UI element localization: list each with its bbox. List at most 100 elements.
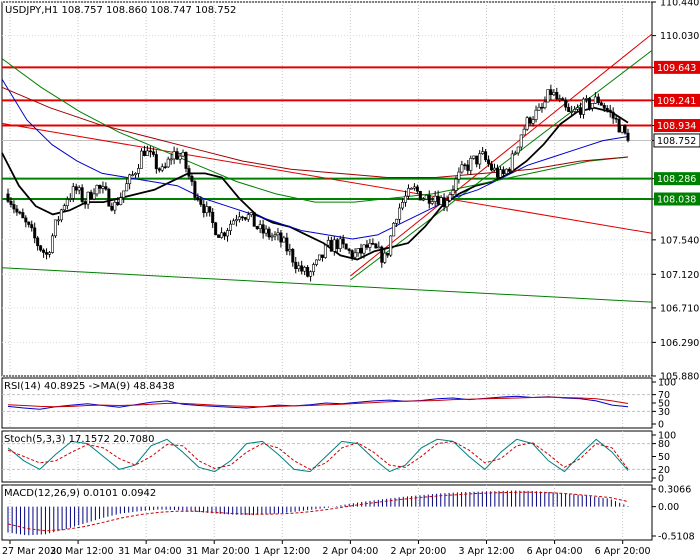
level-tag-text: 109.643 (657, 63, 696, 74)
candle-bear (436, 195, 440, 205)
level-price-tags: 109.643 109.241 108.934 108.286 108.038 108.7… (653, 60, 700, 206)
candle-bear (202, 204, 206, 214)
price-tick-label: 107.120 (660, 270, 699, 281)
candle-bull (513, 152, 517, 155)
panel-frame-3 (1, 484, 653, 541)
candle-bull (519, 134, 523, 148)
osc-tick-label: 0 (658, 420, 664, 431)
candle-bear (12, 204, 16, 210)
candle-bull (534, 109, 538, 120)
candle-bull (570, 111, 574, 113)
osc-series-0 (7, 395, 629, 410)
candle-bear (18, 211, 22, 214)
candle-bear (386, 252, 390, 256)
candle-bull (368, 242, 372, 248)
candle-bull (439, 197, 443, 205)
osc-tick-label: 50 (658, 452, 670, 463)
candle-bull (226, 230, 230, 237)
macd-title: MACD(12,26,9) 0.0101 0.0942 (4, 488, 156, 499)
candle-bull (234, 219, 238, 222)
candle-bull (389, 235, 393, 256)
candle-bear (623, 125, 627, 134)
candles (6, 84, 630, 282)
candle-bear (83, 201, 87, 205)
candle-bull (56, 219, 60, 222)
price-tick-label: 107.540 (660, 235, 699, 246)
candle-bull (546, 89, 550, 103)
candle-bear (487, 159, 491, 165)
candle-bull (433, 195, 437, 202)
candle-bull (558, 98, 562, 100)
candle-bear (33, 227, 37, 239)
candle-bear (587, 98, 591, 109)
candle-bear (214, 222, 218, 236)
candle-bull (552, 92, 556, 96)
candle-bull (406, 188, 410, 197)
candle-bear (350, 250, 354, 258)
macd-tick-label: 0.00 (658, 502, 679, 513)
candle-bear (614, 117, 618, 120)
candle-bear (611, 111, 615, 119)
current-price-tag-text: 108.752 (657, 136, 696, 147)
candle-bear (285, 237, 289, 252)
osc-tick-label: 0 (658, 474, 664, 485)
candle-bear (196, 197, 200, 201)
candle-bear (98, 184, 102, 189)
candle-bull (169, 158, 173, 161)
candle-bear (151, 151, 155, 155)
candle-bear (107, 188, 111, 207)
candle-bear (561, 98, 565, 101)
candle-bear (80, 187, 84, 202)
macd-tick-label: 0.3066 (658, 485, 691, 496)
candle-bull (478, 153, 482, 165)
candle-bull (421, 198, 425, 201)
candle-bull (582, 98, 586, 115)
candle-bear (306, 267, 310, 277)
price-tick-label: 110.440 (660, 0, 699, 9)
candle-bear (442, 197, 446, 208)
candle-bear (142, 150, 146, 156)
candle-bear (208, 206, 212, 213)
time-tick-label: 27 Mar 2020 (2, 546, 62, 557)
candle-bear (380, 246, 384, 263)
candle-bull (323, 244, 327, 258)
candle-bear (240, 216, 244, 219)
candle-bear (104, 186, 108, 190)
candle-bear (89, 191, 93, 200)
candle-bear (329, 240, 333, 252)
candle-bull (332, 239, 336, 252)
candle-bear (602, 104, 606, 109)
candle-bull (228, 223, 232, 231)
candle-bull (312, 264, 316, 273)
time-tick-label: 30 Mar 12:00 (50, 546, 113, 557)
candle-bull (448, 194, 452, 201)
moving-average-0 (1, 106, 629, 261)
trendline-3 (350, 49, 653, 281)
candle-bull (326, 240, 330, 246)
candle-bear (617, 118, 621, 133)
candle-bull (288, 249, 292, 252)
candle-bull (297, 265, 301, 270)
candle-bull (53, 219, 57, 237)
candle-bull (317, 254, 321, 261)
candle-bull (270, 235, 274, 238)
moving-average-2 (1, 58, 629, 203)
candle-bull (584, 98, 588, 100)
candle-bull (472, 155, 476, 159)
candle-bull (237, 216, 241, 220)
candle-bull (166, 158, 170, 168)
candle-bear (415, 186, 419, 192)
candle-bull (205, 206, 209, 214)
candle-bear (267, 228, 271, 238)
candle-bear (193, 181, 197, 198)
trendlines (1, 33, 653, 303)
level-tag-text: 108.934 (657, 121, 696, 132)
candle-bear (564, 99, 568, 108)
candle-bull (338, 238, 342, 249)
candle-bull (353, 252, 357, 258)
candle-bear (335, 239, 339, 249)
candle-bull (178, 155, 182, 160)
candle-bear (490, 163, 494, 171)
